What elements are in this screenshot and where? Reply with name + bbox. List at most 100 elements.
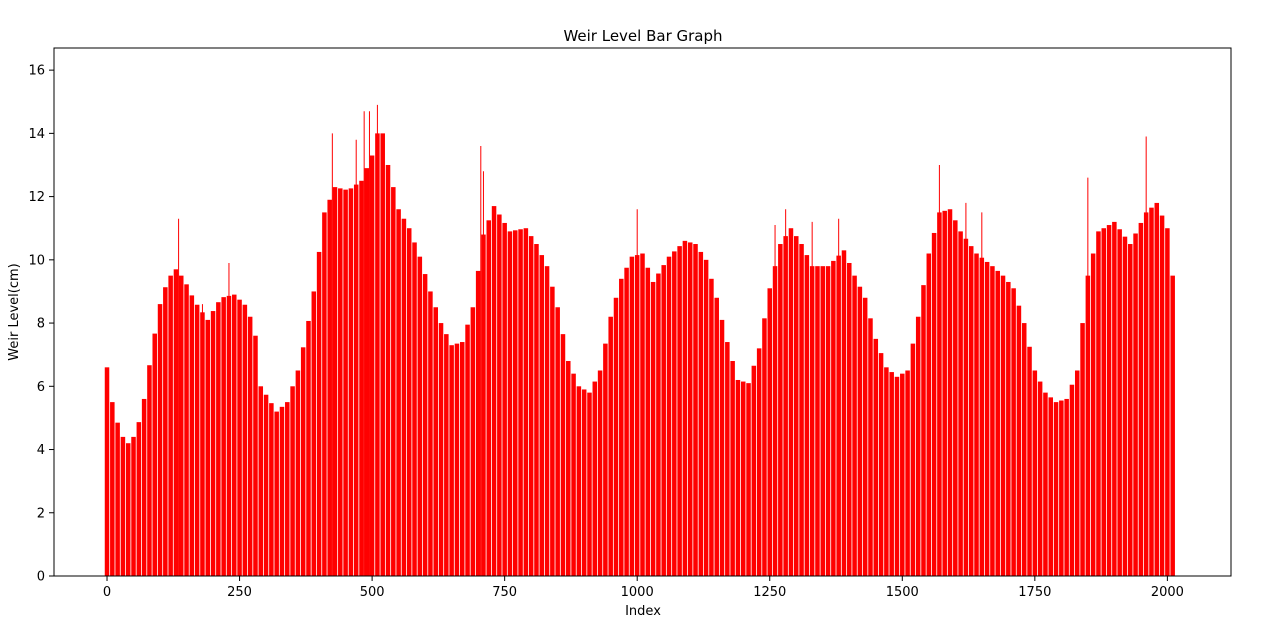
bar <box>232 294 237 576</box>
bar <box>322 212 327 576</box>
bar <box>1021 323 1027 576</box>
bar <box>847 262 852 576</box>
bar <box>417 256 423 576</box>
bar <box>878 353 884 576</box>
bar <box>794 236 799 576</box>
bar <box>1037 381 1043 576</box>
bar <box>422 274 428 576</box>
bar <box>995 270 1000 576</box>
bar <box>173 269 179 576</box>
x-tick-label: 500 <box>360 585 385 600</box>
bar <box>513 230 518 576</box>
bar <box>491 206 497 576</box>
x-tick-label: 1500 <box>886 585 919 600</box>
bar <box>645 267 651 576</box>
bar <box>194 304 200 576</box>
bar <box>258 386 264 576</box>
bar <box>1059 400 1064 576</box>
bar <box>454 343 460 576</box>
y-tick-label: 0 <box>37 570 45 585</box>
bar <box>613 297 619 576</box>
bar <box>576 386 582 576</box>
bar <box>465 324 470 576</box>
bar <box>1159 215 1165 576</box>
bar <box>131 436 136 576</box>
bar <box>1170 275 1175 576</box>
bar <box>279 406 285 576</box>
bar <box>868 318 873 576</box>
bar <box>449 345 454 576</box>
bar <box>269 403 274 576</box>
bar <box>650 281 656 576</box>
bar <box>1117 229 1122 576</box>
bar <box>953 220 958 576</box>
bar <box>751 365 757 576</box>
x-tick-label: 1250 <box>753 585 786 600</box>
bar <box>725 342 730 576</box>
x-axis-label: Index <box>625 604 661 619</box>
bar <box>348 188 354 576</box>
x-tick-label: 750 <box>492 585 517 600</box>
bar <box>1090 253 1096 576</box>
bar <box>740 381 746 576</box>
x-tick-label: 0 <box>103 585 111 600</box>
bar <box>338 188 343 576</box>
bar <box>364 168 370 576</box>
bar <box>539 255 545 576</box>
bar <box>592 381 598 576</box>
bar <box>205 319 211 576</box>
bar <box>661 265 666 576</box>
bar <box>1006 281 1011 576</box>
bar <box>433 307 438 576</box>
bar <box>163 287 168 576</box>
bar <box>401 218 407 577</box>
bar <box>1011 288 1016 576</box>
bar <box>677 246 682 576</box>
bar <box>1138 222 1144 576</box>
bar <box>926 253 932 576</box>
bar <box>624 267 629 576</box>
bar <box>931 232 937 576</box>
bar <box>523 228 529 576</box>
bar <box>730 361 735 576</box>
bar <box>168 275 173 576</box>
bar <box>152 333 157 576</box>
bar <box>921 285 926 576</box>
bar <box>672 251 677 576</box>
bar <box>778 244 783 576</box>
y-tick-label: 8 <box>37 317 45 332</box>
bar <box>507 231 513 576</box>
bar <box>295 370 301 576</box>
bar <box>1101 228 1107 576</box>
bar <box>306 320 311 576</box>
bar <box>1032 370 1038 576</box>
bar <box>263 394 269 576</box>
bar <box>1106 225 1112 577</box>
bar <box>120 436 126 576</box>
bar <box>1043 392 1048 576</box>
bar <box>184 284 189 576</box>
bar <box>247 316 253 576</box>
bar <box>459 342 465 576</box>
bar <box>497 214 502 576</box>
bar <box>285 402 290 576</box>
bar <box>1074 370 1080 576</box>
bar <box>804 255 810 576</box>
chart-title: Weir Level Bar Graph <box>563 27 722 45</box>
bar <box>253 335 258 576</box>
bar <box>884 367 889 576</box>
y-axis-label: Weir Level(cm) <box>7 263 22 360</box>
bar <box>894 376 900 576</box>
bar <box>157 304 163 576</box>
bar <box>327 199 332 576</box>
bar <box>841 250 847 576</box>
bar <box>629 256 635 576</box>
bar <box>359 180 364 577</box>
y-tick-label: 16 <box>28 64 45 79</box>
y-tick-label: 10 <box>28 253 45 268</box>
bar <box>1133 233 1138 577</box>
bar <box>990 266 995 576</box>
bar <box>544 266 550 576</box>
bar <box>656 273 661 576</box>
bar <box>141 398 147 576</box>
